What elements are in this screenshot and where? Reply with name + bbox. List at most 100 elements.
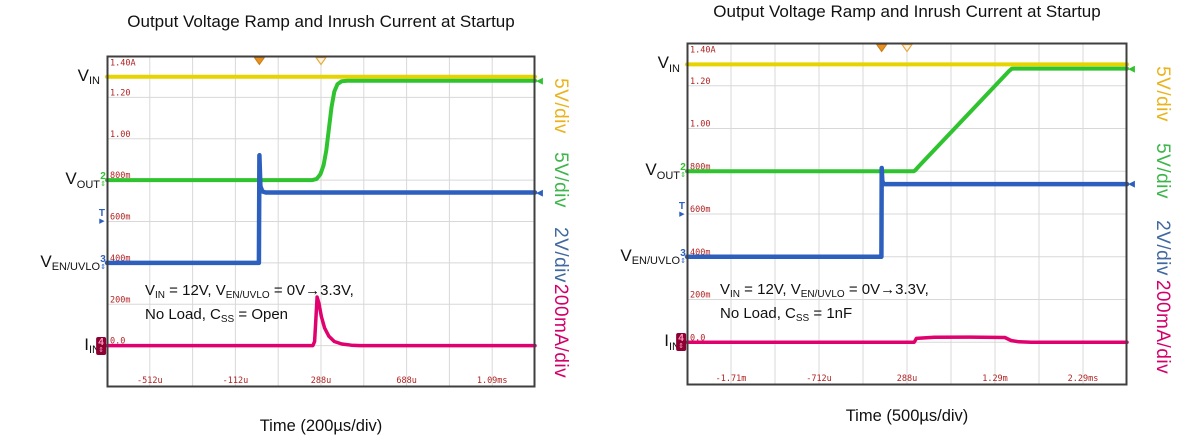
channel-label-v-in: VIN: [77, 65, 100, 88]
scale-label-v-en-uvlo: 2V/div: [550, 226, 571, 283]
scale-label-v-in: 5V/div: [1152, 66, 1173, 123]
scale-label-v-out: 5V/div: [1152, 143, 1173, 200]
subscript-text: EN/UVLO: [800, 289, 845, 300]
trace-i-in: [685, 335, 1129, 345]
grid: [687, 43, 1127, 385]
y-scale-label: 800m: [110, 171, 130, 181]
scale-label-v-out: 5V/div: [550, 152, 571, 209]
y-scale-label: 600m: [690, 205, 710, 215]
chart-title: Output Voltage Ramp and Inrush Current a…: [127, 12, 515, 31]
channel-label-i-in: IIN: [664, 331, 680, 353]
plot-border: [106, 55, 536, 388]
subscript-text: SS: [795, 313, 810, 324]
text-segment: V: [720, 281, 731, 298]
channel-number: 3: [680, 247, 686, 259]
test-conditions-annotation: VIN = 12V, VEN/UVLO = 0V→3.3V, No Load, C…: [145, 280, 354, 328]
y-scale-label: 0.0: [690, 333, 705, 343]
y-scale-label: 400m: [110, 254, 130, 264]
annotation-line: VIN = 12V, VEN/UVLO = 0V→3.3V,: [720, 279, 929, 303]
channel-4-marker: 4 ⇕: [676, 333, 686, 352]
subscript-text: OUT: [656, 169, 680, 182]
text-segment: V: [145, 282, 156, 299]
channel-label-i-in: IIN: [84, 335, 100, 357]
channel-number: 3: [100, 253, 106, 265]
subscript-text: EN/UVLO: [225, 290, 270, 301]
subscript-text: IN: [89, 344, 100, 357]
channel-number: 2: [680, 162, 686, 174]
reference-marker-icon: [900, 43, 914, 53]
trigger-symbol: T: [98, 208, 105, 220]
trace-position-arrow-icon: ◀: [1128, 63, 1135, 74]
y-scale-label: 800m: [690, 162, 710, 172]
x-tick-label: -512u: [137, 376, 163, 386]
annotation-line: No Load, CSS = 1nF: [720, 303, 929, 327]
annotation-line: No Load, CSS = Open: [145, 304, 354, 328]
x-tick-label: -712u: [806, 374, 832, 384]
trigger-arrow-icon: ▶: [679, 210, 685, 218]
subscript-text: OUT: [76, 178, 100, 191]
text-segment: No Load, C: [145, 306, 221, 323]
channel-2-marker: 2 ⇕: [680, 162, 686, 180]
subscript-text: IN: [669, 62, 680, 75]
trace-position-arrow-icon: ◀: [536, 187, 543, 198]
channel-label-v-en-uvlo: VEN/UVLO: [620, 245, 680, 268]
plot-area: 1.40A 1.20 1.00 800m 600m 400m 200m 0.0 -512u -11…: [104, 55, 538, 388]
level-arrow-icon: ⇕: [100, 263, 106, 271]
channel-2-marker: 2 ⇕: [100, 171, 106, 189]
subscript-text: IN: [669, 340, 680, 353]
text-segment: = 12V, V: [165, 282, 226, 299]
x-tick-label: 1.09ms: [477, 376, 508, 386]
y-scale-label: 1.20: [690, 77, 710, 87]
text-segment: = Open: [234, 306, 289, 323]
level-arrow-icon: ⇕: [98, 346, 104, 354]
y-scale-label: 0.0: [110, 337, 125, 347]
scale-label-v-in: 5V/div: [550, 77, 571, 134]
channel-3-marker: 3 ⇕: [680, 247, 686, 265]
trace-position-arrow-icon: ◀: [536, 75, 543, 86]
y-scale-label: 1.40A: [110, 59, 136, 69]
waveform-svg: 1.40A 1.20 1.00 800m 600m 400m 200m 0.0 -512u -11…: [104, 55, 538, 388]
chart-title: Output Voltage Ramp and Inrush Current a…: [713, 2, 1101, 21]
trigger-marker-icon: [253, 57, 266, 66]
x-tick-label: -112u: [223, 376, 249, 386]
channel-label-v-out: VOUT: [645, 160, 680, 182]
time-axis-label: Time (500µs/div): [845, 407, 969, 425]
text-segment: = 1nF: [809, 305, 853, 322]
trace-v-out: [105, 78, 537, 183]
trace-i-in: [105, 295, 537, 348]
trace-position-arrow-icon: ◀: [1128, 178, 1135, 189]
y-scale-label: 1.00: [110, 130, 130, 140]
test-conditions-annotation: VIN = 12V, VEN/UVLO = 0V→3.3V, No Load, C…: [720, 279, 929, 327]
text-segment: = 0V→3.3V,: [844, 281, 929, 298]
subscript-text: IN: [730, 289, 741, 300]
y-scale-label: 1.40A: [690, 46, 716, 56]
subscript-text: EN/UVLO: [631, 255, 680, 268]
plot-border: [686, 42, 1128, 386]
channel-label-v-in: VIN: [658, 53, 680, 75]
channel-number: 4: [678, 333, 684, 345]
scale-label-i-in: 200mA/div: [550, 284, 571, 379]
x-tick-label: 1.29m: [982, 374, 1008, 384]
text-segment: = 0V→3.3V,: [269, 282, 354, 299]
x-tick-label: -1.71m: [716, 374, 747, 384]
text-segment: V: [620, 245, 632, 265]
subscript-text: SS: [220, 314, 235, 325]
trigger-level-marker: T ▶: [679, 201, 685, 218]
text-segment: V: [40, 251, 52, 271]
trace-v-out: [685, 66, 1129, 174]
scale-label-v-en-uvlo: 2V/div: [1152, 220, 1173, 277]
x-tick-label: 288u: [311, 376, 331, 386]
level-arrow-icon: ⇕: [100, 181, 106, 189]
text-segment: V: [645, 160, 657, 180]
channel-label-v-out: VOUT: [65, 169, 100, 191]
trigger-marker-icon: [875, 44, 888, 53]
level-arrow-icon: ⇕: [678, 343, 684, 351]
channel-3-marker: 3 ⇕: [100, 253, 106, 271]
annotation-line: VIN = 12V, VEN/UVLO = 0V→3.3V,: [145, 280, 354, 304]
y-scale-label: 200m: [110, 295, 130, 305]
level-arrow-icon: ⇕: [680, 257, 686, 265]
subscript-text: IN: [155, 290, 166, 301]
text-segment: V: [77, 65, 89, 85]
channel-number: 2: [100, 171, 106, 183]
